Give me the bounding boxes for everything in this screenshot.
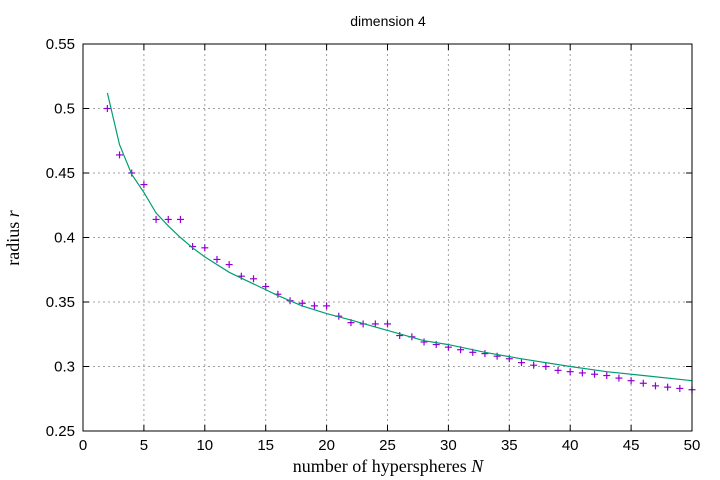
y-tick-label: 0.55 bbox=[46, 36, 75, 53]
y-axis-label-text: radius bbox=[3, 222, 23, 266]
axis-ticks: 0 5 10 15 20 25 30 35 40 45 50 0.25 0.3 0.35 0.4 0.45 0.… bbox=[46, 36, 701, 454]
data-point bbox=[627, 377, 635, 385]
data-point bbox=[591, 370, 599, 378]
data-point bbox=[164, 215, 172, 223]
x-tick-label: 0 bbox=[79, 437, 87, 454]
y-tick-label: 0.4 bbox=[54, 230, 75, 247]
data-point bbox=[578, 369, 586, 377]
data-point bbox=[310, 302, 318, 310]
fit-curve bbox=[106, 92, 693, 382]
data-point bbox=[152, 215, 160, 223]
data-point bbox=[396, 332, 404, 340]
data-point bbox=[420, 338, 428, 346]
x-tick-label: 10 bbox=[196, 437, 213, 454]
data-point bbox=[603, 372, 611, 380]
x-axis-label: number of hyperspheres N bbox=[293, 456, 484, 476]
x-axis-label-text: number of hyperspheres bbox=[293, 456, 467, 476]
data-point bbox=[664, 383, 672, 391]
data-point bbox=[651, 382, 659, 390]
chart-title: dimension 4 bbox=[350, 13, 426, 29]
y-axis-label: radius r bbox=[3, 209, 23, 266]
data-point bbox=[676, 384, 684, 392]
data-point bbox=[639, 379, 647, 387]
y-tick-label: 0.35 bbox=[46, 294, 75, 311]
x-tick-label: 25 bbox=[379, 437, 396, 454]
data-point bbox=[250, 275, 258, 283]
x-tick-label: 45 bbox=[623, 437, 640, 454]
data-point bbox=[213, 255, 221, 263]
data-point bbox=[554, 366, 562, 374]
data-point bbox=[530, 361, 538, 369]
y-tick-label: 0.5 bbox=[54, 101, 75, 118]
grid bbox=[83, 44, 692, 431]
data-point bbox=[384, 320, 391, 328]
data-point bbox=[371, 320, 379, 328]
data-point bbox=[176, 215, 184, 223]
data-point bbox=[262, 283, 270, 291]
x-tick-label: 5 bbox=[140, 437, 148, 454]
plot-area bbox=[103, 92, 696, 394]
data-point bbox=[103, 105, 111, 112]
x-tick-label: 35 bbox=[501, 437, 518, 454]
x-axis-label-variable: N bbox=[470, 456, 484, 476]
data-point bbox=[481, 350, 489, 358]
data-point bbox=[225, 261, 233, 269]
x-tick-label: 15 bbox=[257, 437, 274, 454]
data-point bbox=[615, 374, 623, 382]
y-tick-label: 0.25 bbox=[46, 423, 75, 440]
x-tick-label: 20 bbox=[318, 437, 335, 454]
data-point bbox=[323, 302, 331, 310]
x-tick-label: 30 bbox=[440, 437, 457, 454]
data-point bbox=[201, 244, 209, 252]
data-point bbox=[116, 151, 124, 159]
y-tick-label: 0.3 bbox=[54, 359, 75, 376]
data-point bbox=[566, 368, 574, 376]
data-point bbox=[542, 363, 550, 370]
data-point bbox=[517, 359, 525, 367]
y-tick-label: 0.45 bbox=[46, 165, 75, 182]
data-point bbox=[140, 181, 148, 189]
x-tick-label: 40 bbox=[562, 437, 579, 454]
y-axis-label-variable: r bbox=[3, 209, 23, 217]
data-point bbox=[493, 352, 501, 360]
x-tick-label: 50 bbox=[684, 437, 701, 454]
